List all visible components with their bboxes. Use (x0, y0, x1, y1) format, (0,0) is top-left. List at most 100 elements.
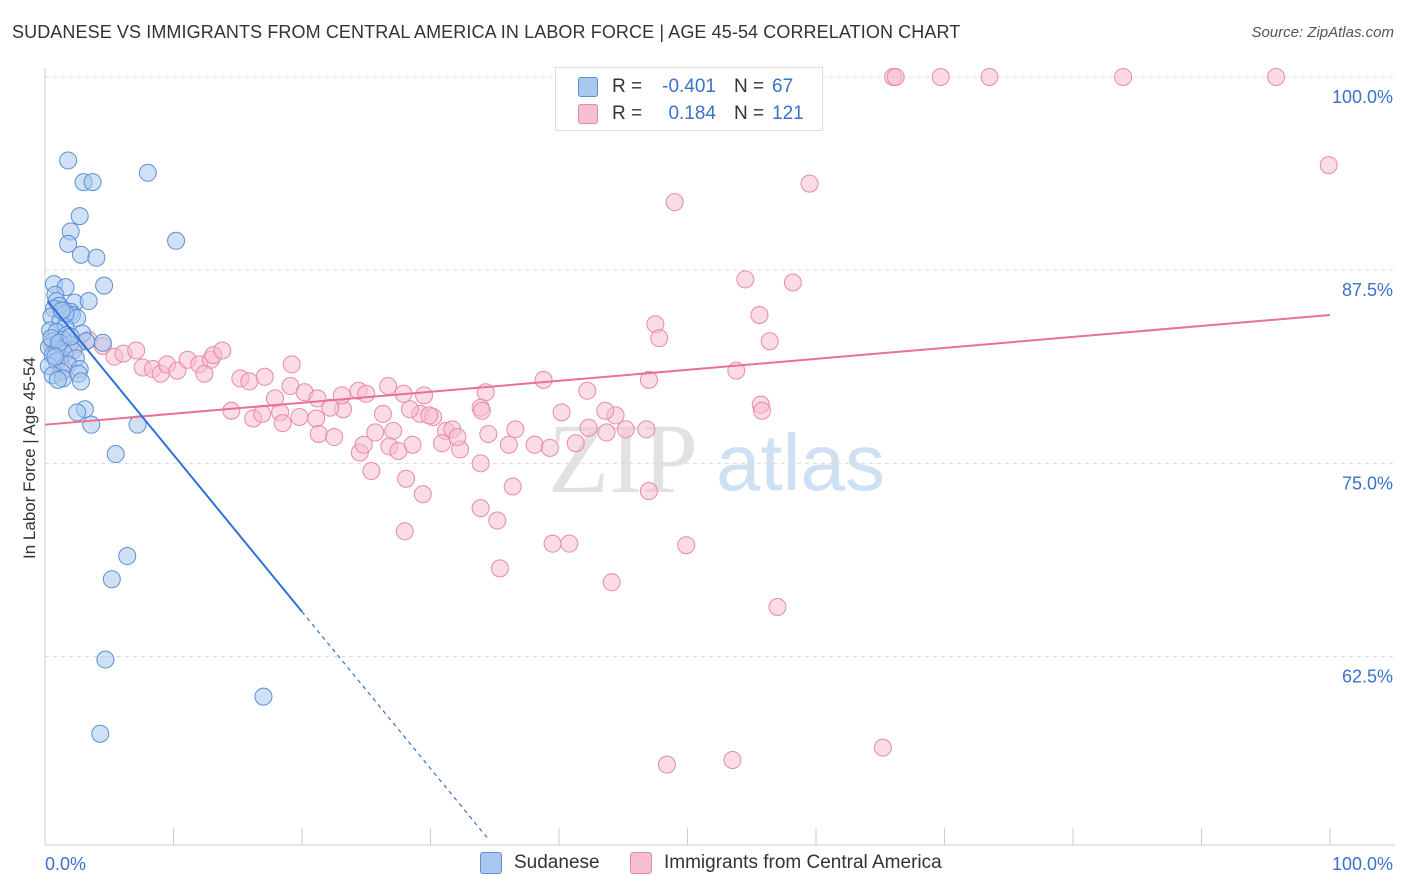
immigrants-point (579, 418, 598, 437)
y-tick-label: 75.0% (1342, 473, 1393, 493)
sudanese-point (46, 347, 65, 366)
legend-row-sudanese: R = -0.401 N = 67 (578, 74, 793, 100)
immigrants-point (127, 341, 146, 360)
n-value-sudanese: 67 (772, 76, 794, 97)
immigrants-point (768, 598, 787, 617)
immigrants-point (931, 68, 950, 86)
immigrants-point (760, 332, 779, 351)
sudanese-point (102, 570, 121, 589)
sudanese-point (48, 370, 67, 389)
immigrants-point (362, 462, 381, 481)
immigrants-point (639, 482, 658, 501)
immigrants-swatch (578, 104, 598, 124)
immigrants-trend-line (44, 313, 1331, 426)
sudanese-point (71, 245, 90, 264)
legend-item-sudanese: Sudanese (480, 852, 600, 874)
immigrants-point (723, 751, 742, 770)
r-value-immigrants: 0.184 (668, 103, 716, 124)
x-tick-label: 100.0% (1332, 854, 1393, 874)
immigrants-point (490, 559, 509, 578)
immigrants-point (541, 438, 560, 457)
immigrants-point (800, 174, 819, 193)
legend-label-immigrants: Immigrants from Central America (664, 852, 942, 873)
immigrants-point (783, 273, 802, 292)
sudanese-trend-extension (301, 611, 489, 840)
immigrants-point (415, 386, 434, 405)
n-label: N = (734, 76, 765, 97)
immigrants-point (488, 511, 507, 530)
immigrants-point (400, 400, 419, 419)
sudanese-point (91, 724, 110, 743)
sudanese-point (167, 231, 186, 250)
sudanese-point (106, 445, 125, 464)
immigrants-point (471, 499, 490, 518)
sudanese-point (68, 403, 87, 422)
sudanese-point (82, 415, 101, 434)
sudanese-point (87, 248, 106, 267)
immigrants-point (366, 423, 385, 442)
immigrants-point (290, 407, 309, 426)
immigrants-point (395, 522, 414, 541)
immigrants-point (357, 384, 376, 403)
immigrants-point (503, 477, 522, 496)
immigrants-point (525, 435, 544, 454)
immigrants-point (379, 377, 398, 396)
immigrants-point (325, 428, 344, 447)
immigrants-point (873, 738, 892, 757)
immigrants-point (506, 420, 525, 439)
immigrants-point (403, 435, 422, 454)
sudanese-point (93, 333, 112, 352)
immigrants-point (240, 372, 259, 391)
legend-row-immigrants: R = 0.184 N = 121 (578, 101, 804, 127)
sudanese-point (118, 547, 137, 566)
r-value-sudanese: -0.401 (662, 76, 716, 97)
immigrants-point (639, 370, 658, 389)
n-value-immigrants: 121 (772, 103, 804, 124)
sudanese-point (79, 292, 98, 311)
r-label: R = (612, 76, 643, 97)
immigrants-point (650, 329, 669, 348)
series-legend: Sudanese Immigrants from Central America (0, 852, 1406, 876)
immigrants-point (384, 421, 403, 440)
immigrants-point (222, 401, 241, 420)
immigrants-point (677, 536, 696, 555)
immigrants-point (420, 406, 439, 425)
sudanese-point (95, 276, 114, 295)
immigrants-point (354, 435, 373, 454)
immigrants-point (566, 434, 585, 453)
immigrants-point (602, 573, 621, 592)
immigrants-point (321, 398, 340, 417)
sudanese-trend-line (46, 300, 303, 613)
immigrants-point (1319, 156, 1338, 175)
sudanese-point (83, 173, 102, 192)
immigrants-point (578, 381, 597, 400)
immigrants-point (597, 423, 616, 442)
immigrants-point (472, 401, 491, 420)
immigrants-point (397, 469, 416, 488)
sudanese-point (138, 163, 157, 182)
immigrants-point (373, 404, 392, 423)
immigrants-point (753, 401, 772, 420)
immigrants-point (307, 409, 326, 428)
immigrants-point (543, 534, 562, 553)
immigrants-point (750, 305, 769, 324)
immigrants-point (255, 367, 274, 386)
y-tick-label: 87.5% (1342, 280, 1393, 300)
sudanese-legend-swatch (480, 852, 502, 874)
sudanese-point (71, 372, 90, 391)
immigrants-point (657, 755, 676, 774)
immigrants-point (665, 193, 684, 212)
immigrants-point (1267, 68, 1286, 86)
sudanese-point (70, 207, 89, 226)
y-tick-label: 62.5% (1342, 666, 1393, 686)
immigrants-point (637, 420, 656, 439)
immigrants-point (499, 435, 518, 454)
immigrants-point (213, 341, 232, 360)
immigrants-point (886, 68, 905, 86)
sudanese-point (59, 234, 78, 253)
immigrants-point (253, 404, 272, 423)
sudanese-point (254, 687, 273, 706)
immigrants-point (596, 401, 615, 420)
immigrants-point (616, 420, 635, 439)
